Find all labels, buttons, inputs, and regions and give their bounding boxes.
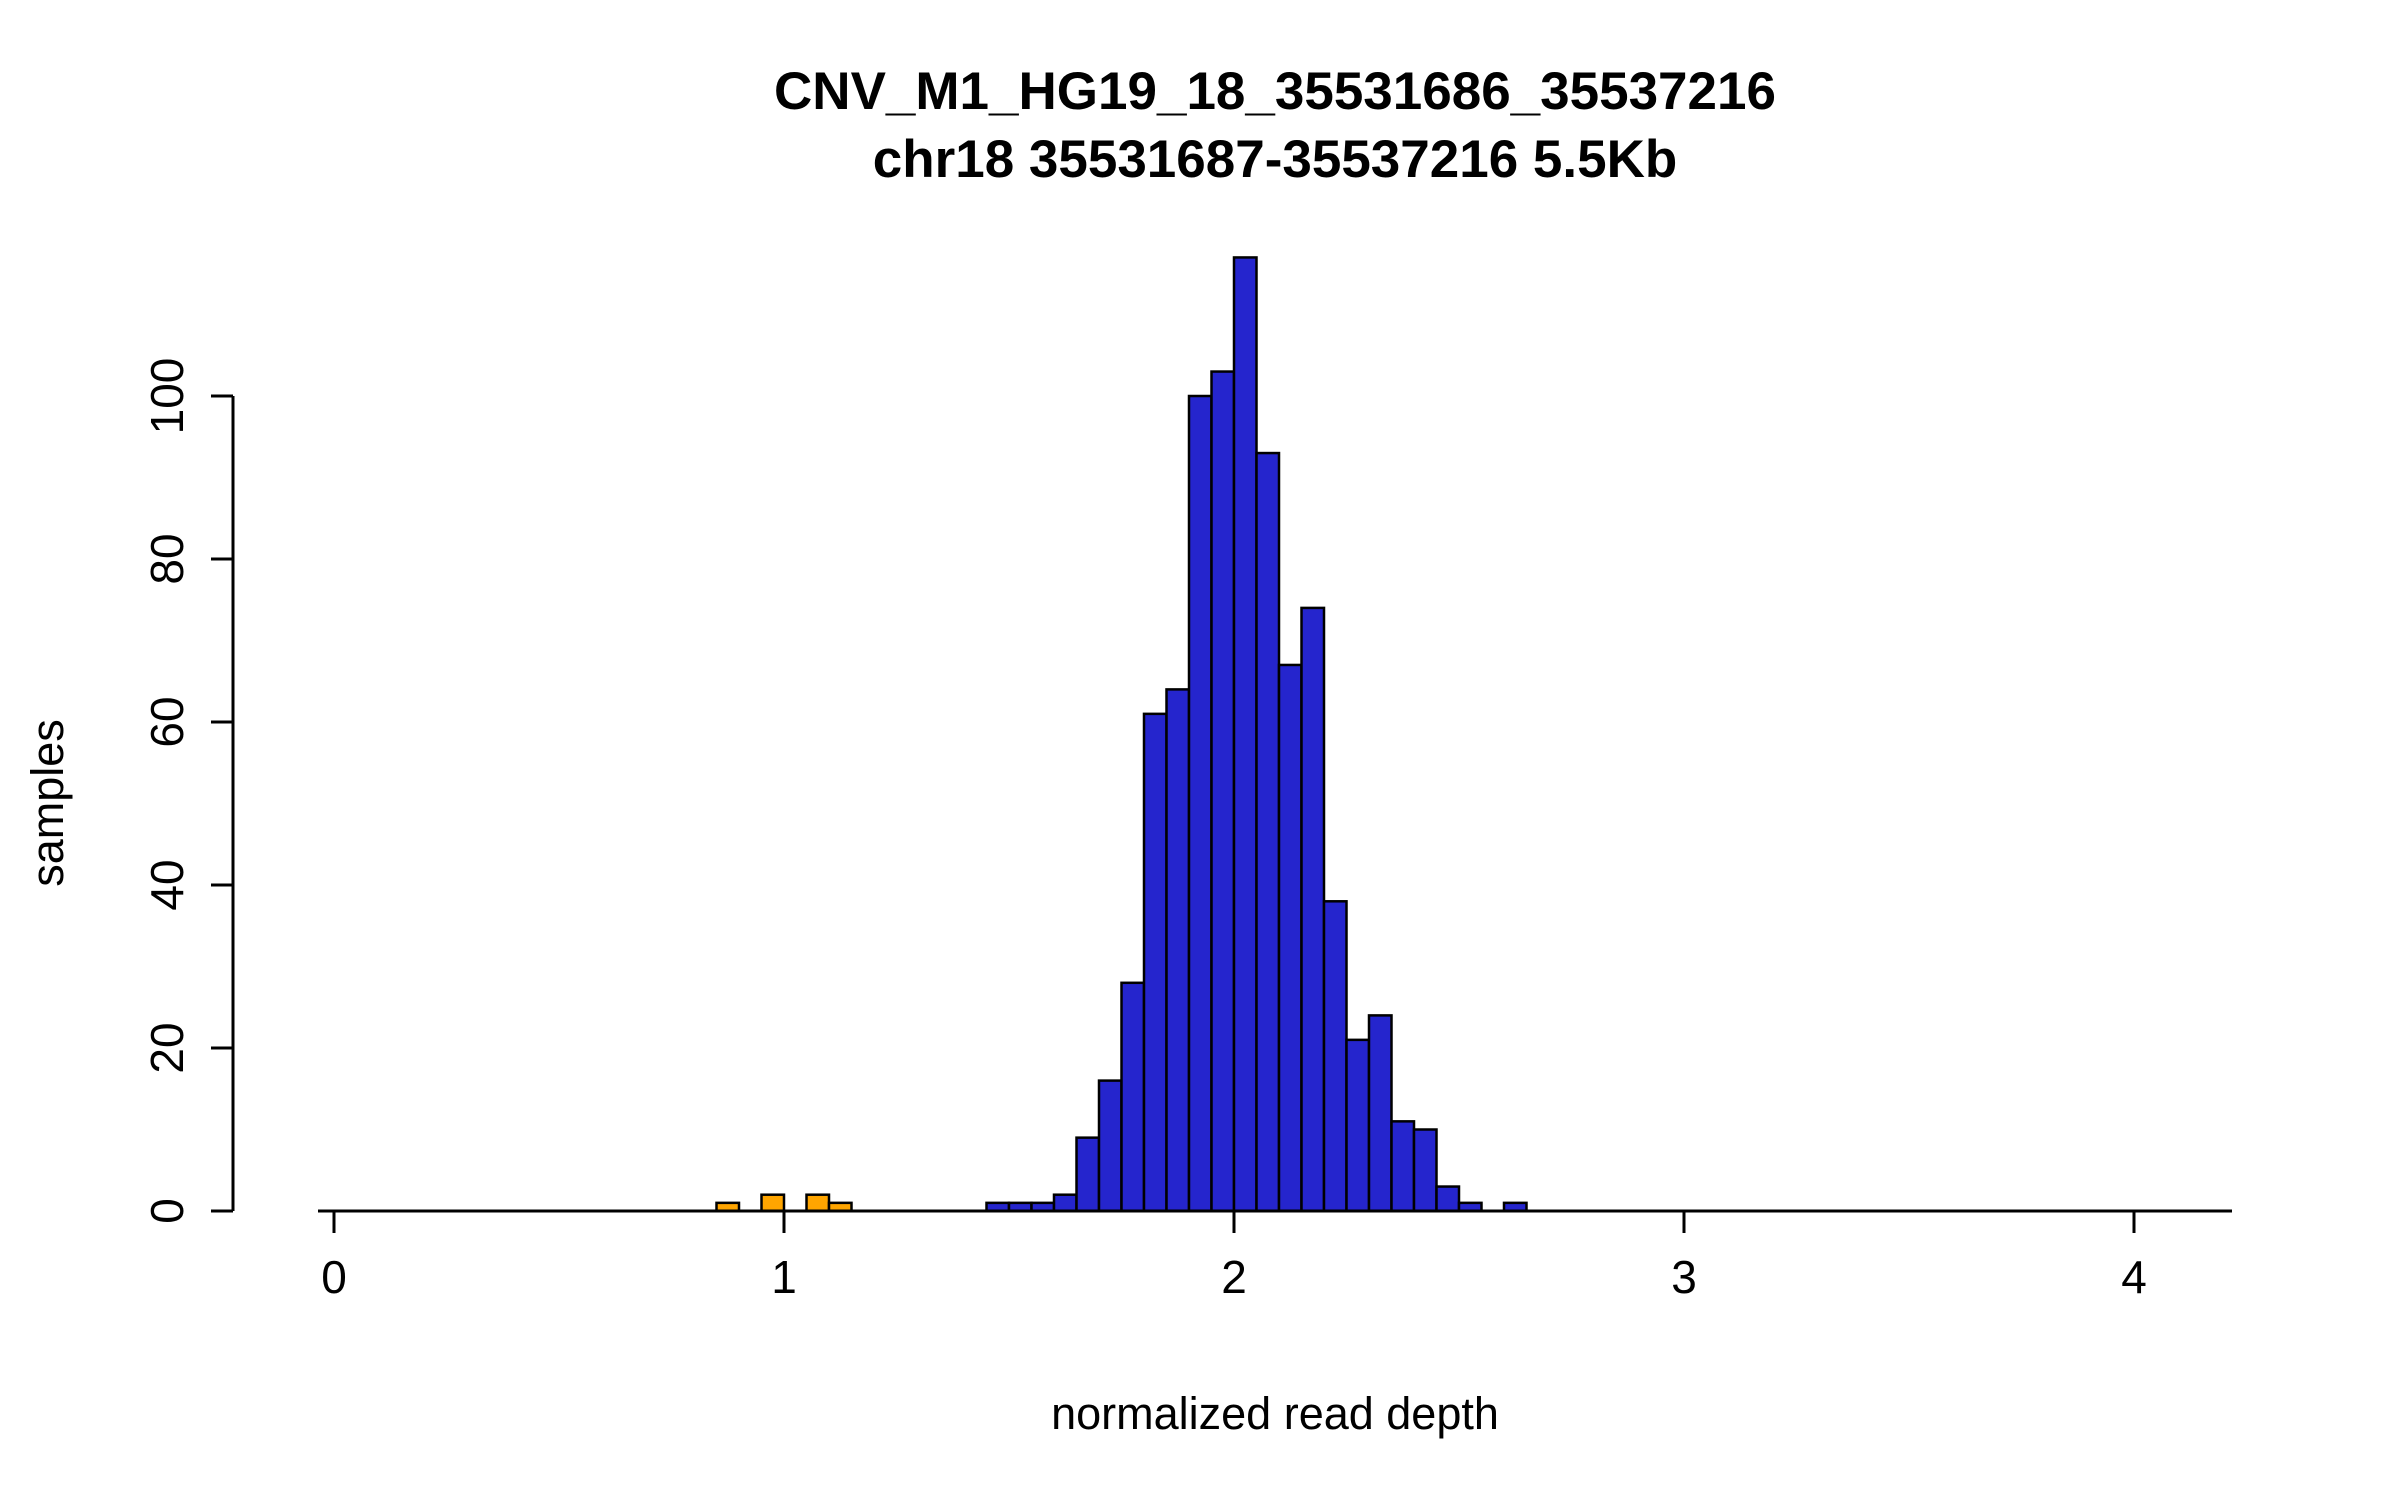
- y-tick-label: 20: [141, 1022, 193, 1073]
- histogram-bar: [1210, 370, 1236, 1213]
- x-tick-label: 3: [1671, 1251, 1697, 1303]
- histogram-bar: [1322, 900, 1348, 1213]
- histogram-bar: [1255, 451, 1281, 1213]
- histogram-bar: [805, 1193, 831, 1213]
- chart-subtitle: chr18 35531687-35537216 5.5Kb: [872, 129, 1678, 189]
- x-tick-label: 1: [771, 1251, 797, 1303]
- histogram-bar: [1412, 1128, 1438, 1213]
- histogram-bar: [1187, 394, 1213, 1213]
- histogram-bar: [1097, 1079, 1123, 1213]
- x-axis-label: normalized read depth: [1051, 1388, 1499, 1439]
- y-axis-label: samples: [22, 719, 73, 887]
- x-tick-label: 2: [1221, 1251, 1247, 1303]
- y-tick-label: 100: [141, 358, 193, 435]
- x-tick-label: 0: [321, 1251, 347, 1303]
- histogram-bar: [1300, 606, 1326, 1213]
- histogram-bar: [1345, 1038, 1371, 1213]
- y-tick-label: 40: [141, 859, 193, 910]
- x-tick-label: 4: [2121, 1251, 2147, 1303]
- y-tick-label: 0: [141, 1198, 193, 1224]
- histogram-bar: [1165, 688, 1191, 1213]
- histogram-bar: [1390, 1120, 1416, 1213]
- y-tick-label: 60: [141, 696, 193, 747]
- histogram-bar: [1052, 1193, 1078, 1213]
- histogram-bar: [1120, 981, 1146, 1213]
- y-tick-label: 80: [141, 533, 193, 584]
- histogram-bar: [760, 1193, 786, 1213]
- histogram-bar: [1232, 256, 1258, 1213]
- chart-title-block: CNV_M1_HG19_18_35531686_35537216 chr18 3…: [318, 58, 2232, 194]
- histogram-bar: [1435, 1185, 1461, 1213]
- histogram-bar: [1142, 712, 1168, 1213]
- chart-title: CNV_M1_HG19_18_35531686_35537216: [774, 62, 1776, 121]
- histogram-bar: [1277, 663, 1303, 1213]
- histogram-bar: [1075, 1136, 1101, 1213]
- histogram-bar: [1367, 1014, 1393, 1213]
